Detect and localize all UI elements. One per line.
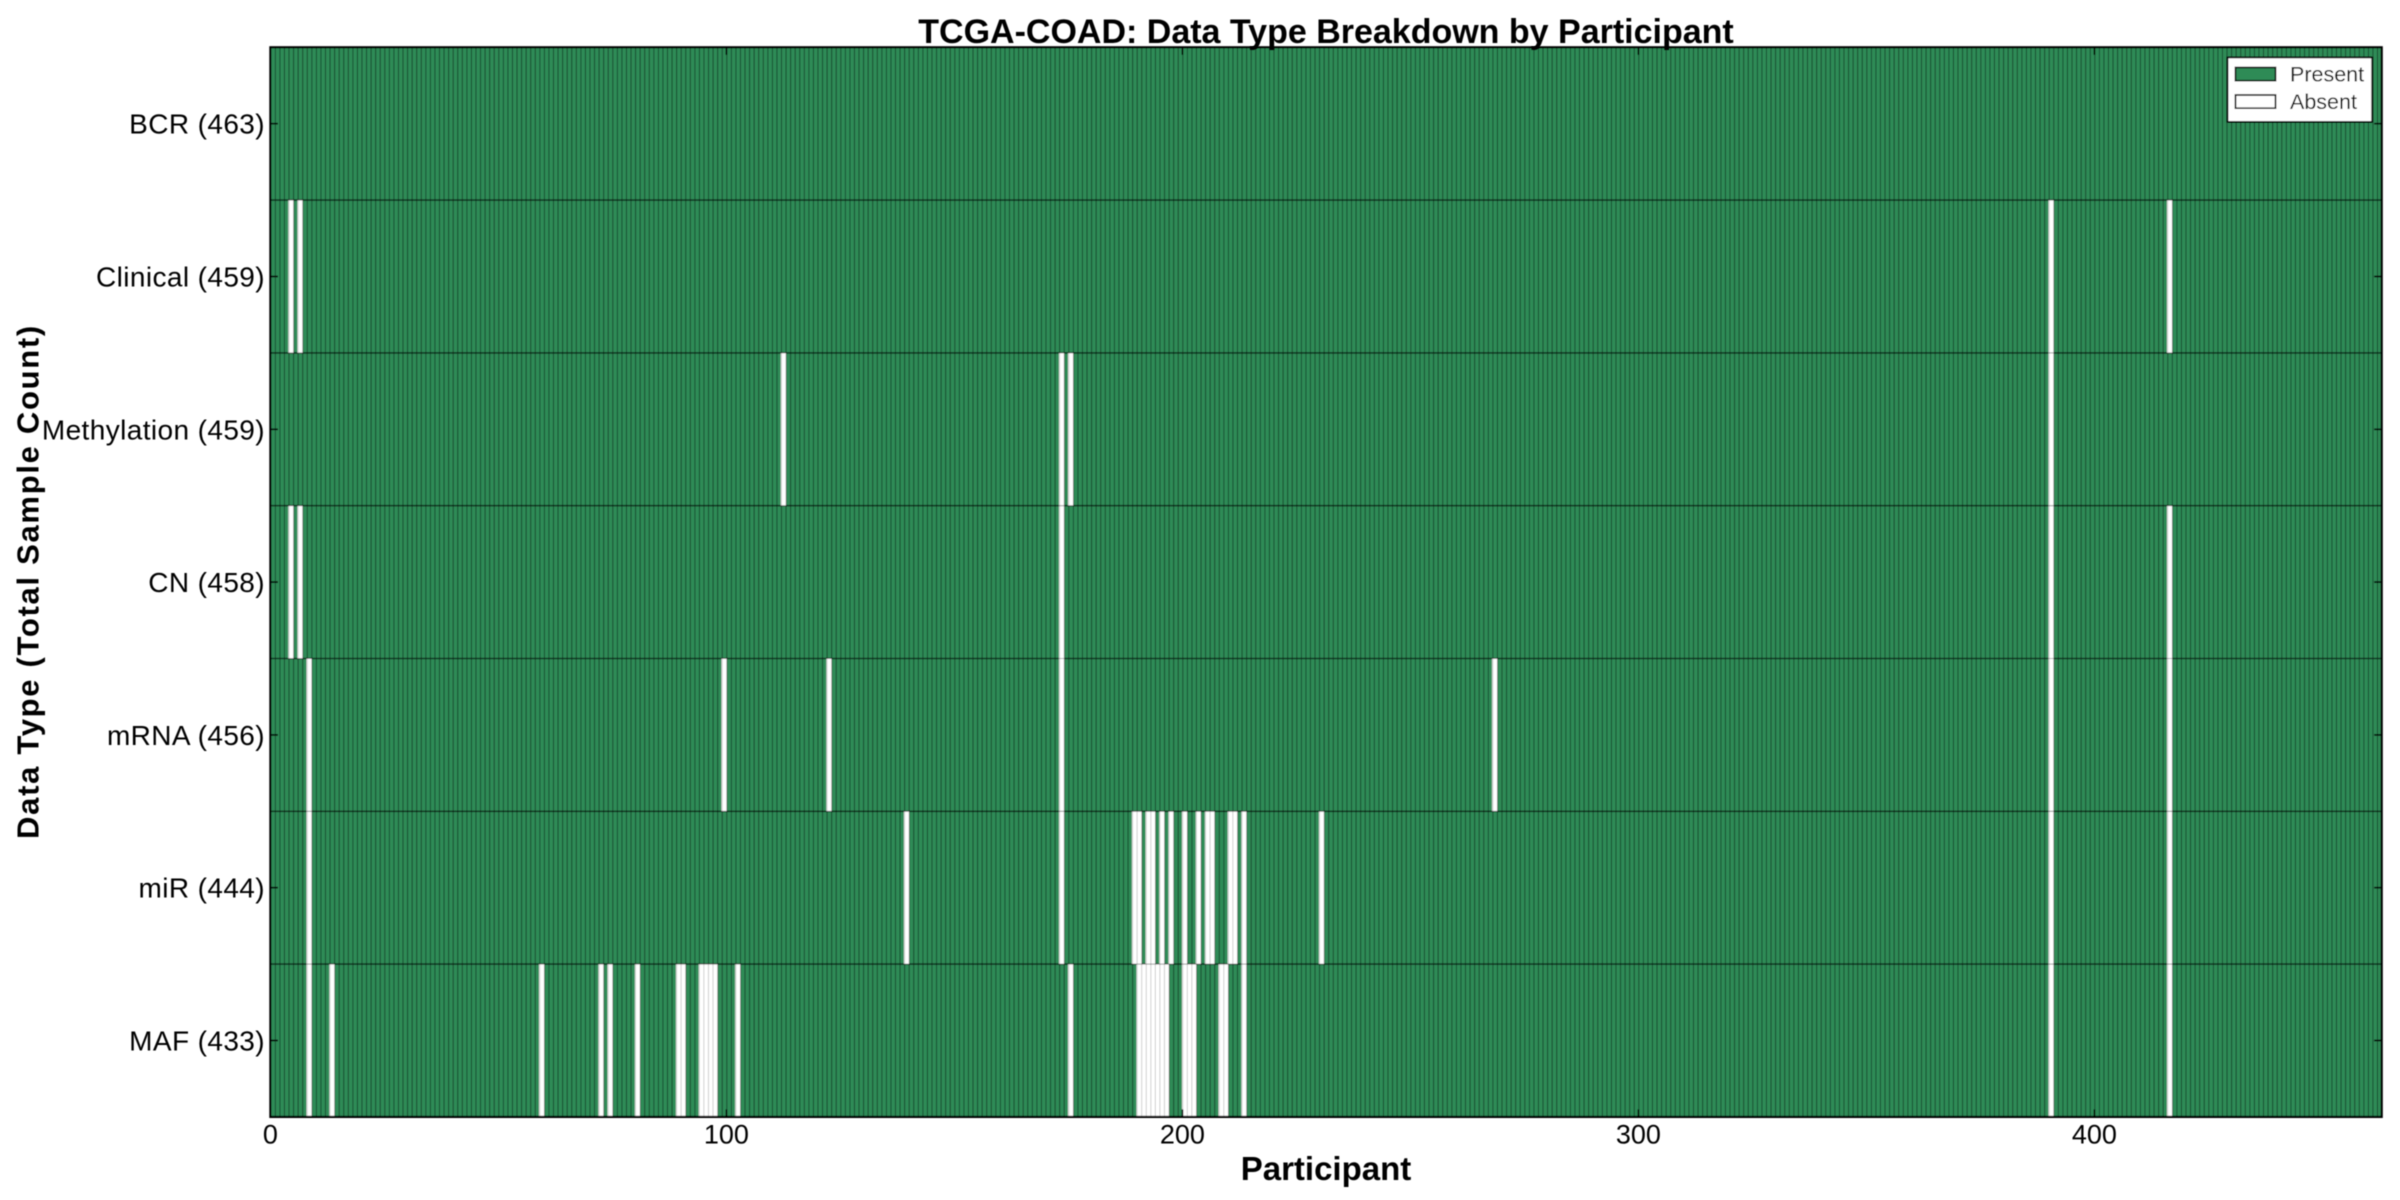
svg-text:Clinical (459): Clinical (459) (96, 262, 265, 293)
svg-text:Methylation (459): Methylation (459) (42, 414, 265, 445)
svg-text:400: 400 (2072, 1120, 2117, 1150)
svg-text:CN (458): CN (458) (148, 567, 265, 598)
svg-text:Absent: Absent (2290, 90, 2357, 114)
svg-text:Data Type (Total Sample Count): Data Type (Total Sample Count) (11, 324, 46, 839)
svg-text:miR (444): miR (444) (138, 873, 265, 904)
svg-text:MAF (433): MAF (433) (129, 1026, 265, 1057)
svg-text:Present: Present (2290, 63, 2364, 87)
svg-text:mRNA (456): mRNA (456) (107, 720, 265, 751)
svg-text:Participant: Participant (1241, 1150, 1412, 1187)
svg-text:200: 200 (1160, 1120, 1205, 1150)
svg-text:TCGA-COAD: Data Type Breakdown: TCGA-COAD: Data Type Breakdown by Partic… (918, 13, 1734, 51)
svg-text:100: 100 (704, 1120, 749, 1150)
svg-text:300: 300 (1616, 1120, 1661, 1150)
svg-text:0: 0 (263, 1120, 278, 1150)
svg-text:BCR (463): BCR (463) (129, 109, 265, 140)
